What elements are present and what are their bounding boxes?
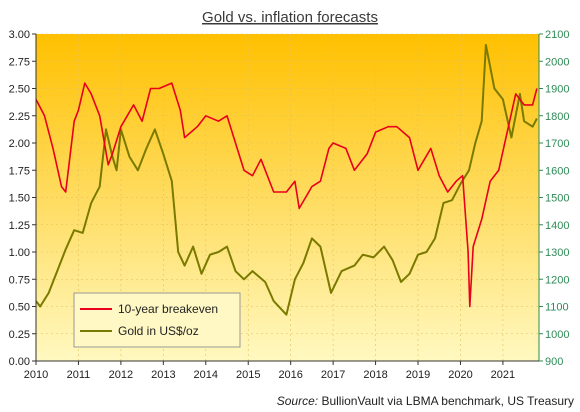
x-tick-label: 2013 — [151, 369, 175, 381]
left-axis: 0.00 0.25 0.50 0.75 1.00 1.25 1.50 1.75 2.00 2.25… — [9, 29, 37, 368]
right-tick-label: 1900 — [545, 84, 569, 96]
x-tick-label: 2015 — [236, 369, 260, 381]
left-tick-label: 2.00 — [9, 138, 30, 150]
left-tick-label: 3.00 — [9, 29, 30, 41]
right-tick-label: 1100 — [545, 302, 569, 314]
source-label: Source: — [277, 394, 318, 408]
left-tick-label: 1.75 — [9, 165, 30, 177]
x-tick-label: 2010 — [24, 369, 48, 381]
x-tick-label: 2016 — [278, 369, 302, 381]
series-line-breakeven — [35, 82, 538, 308]
right-tick-label: 1700 — [545, 138, 569, 150]
series-line-gold — [35, 43, 538, 316]
x-axis: 2010 2011 2012 2013 2014 2015 2016 2017 2018 2019… — [24, 360, 539, 381]
x-tick-label: 2019 — [406, 369, 430, 381]
right-tick-label: 2100 — [545, 29, 569, 41]
right-axis: 900 1000 1100 1200 1300 1400 1500 1600 1700 1800 1… — [538, 29, 569, 368]
legend: 10-year breakeven Gold in US$/oz — [73, 292, 241, 348]
legend-box — [73, 292, 241, 348]
left-tick-label: 0.00 — [9, 356, 30, 368]
right-tick-label: 1400 — [545, 220, 569, 232]
left-tick-label: 2.75 — [9, 56, 30, 68]
left-tick-label: 1.50 — [9, 193, 30, 205]
left-tick-label: 2.50 — [9, 84, 30, 96]
right-tick-label: 900 — [545, 356, 563, 368]
right-tick-label: 1800 — [545, 111, 569, 123]
right-tick-label: 1600 — [545, 165, 569, 177]
x-tick-label: 2021 — [491, 369, 515, 381]
left-tick-label: 0.75 — [9, 274, 30, 286]
legend-label-breakeven: 10-year breakeven — [118, 302, 218, 316]
left-tick-label: 0.50 — [9, 302, 30, 314]
right-tick-label: 1200 — [545, 274, 569, 286]
x-tick-label: 2017 — [321, 369, 345, 381]
legend-label-gold: Gold in US$/oz — [118, 324, 199, 338]
source-text: BullionVault via LBMA benchmark, US Trea… — [318, 394, 574, 408]
left-tick-label: 2.25 — [9, 111, 30, 123]
x-tick-label: 2011 — [67, 369, 91, 381]
left-tick-label: 1.25 — [9, 220, 30, 232]
x-tick-label: 2014 — [194, 369, 218, 381]
series-layer — [35, 43, 538, 316]
x-tick-label: 2020 — [448, 369, 472, 381]
right-tick-label: 1500 — [545, 193, 569, 205]
left-tick-label: 0.25 — [9, 329, 30, 341]
right-tick-label: 2000 — [545, 56, 569, 68]
x-tick-label: 2012 — [109, 369, 133, 381]
x-tick-label: 2018 — [363, 369, 387, 381]
source-note: Source: BullionVault via LBMA benchmark,… — [277, 394, 574, 408]
right-tick-label: 1300 — [545, 247, 569, 259]
right-tick-label: 1000 — [545, 329, 569, 341]
chart-title: Gold vs. inflation forecasts — [202, 9, 378, 26]
left-tick-label: 1.00 — [9, 247, 30, 259]
